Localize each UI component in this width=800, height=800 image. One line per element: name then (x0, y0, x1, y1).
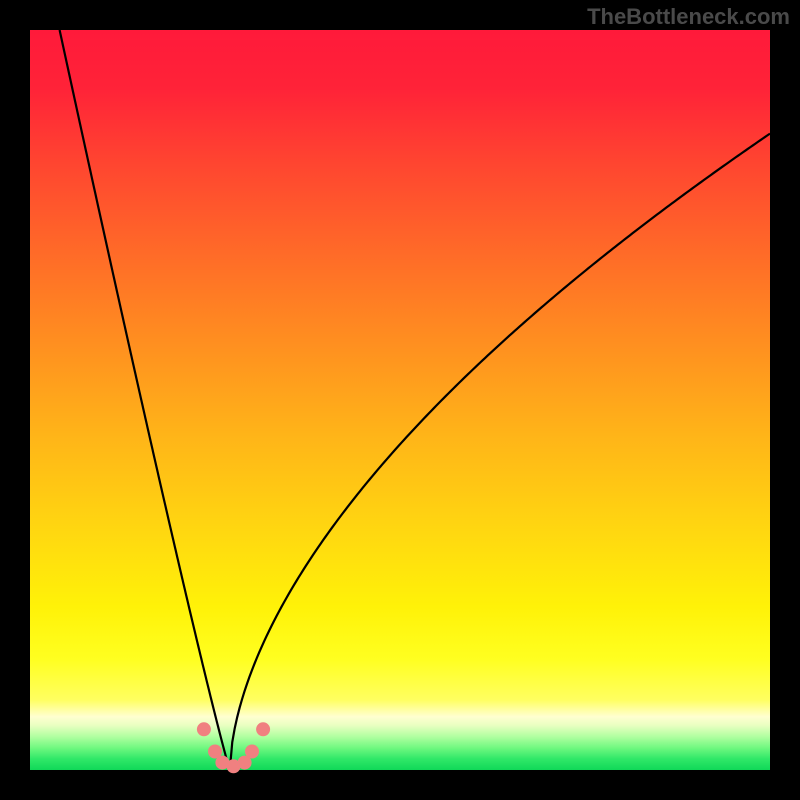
bottleneck-chart (0, 0, 800, 800)
dip-marker (256, 722, 270, 736)
chart-container: TheBottleneck.com (0, 0, 800, 800)
dip-marker (245, 745, 259, 759)
dip-marker (197, 722, 211, 736)
